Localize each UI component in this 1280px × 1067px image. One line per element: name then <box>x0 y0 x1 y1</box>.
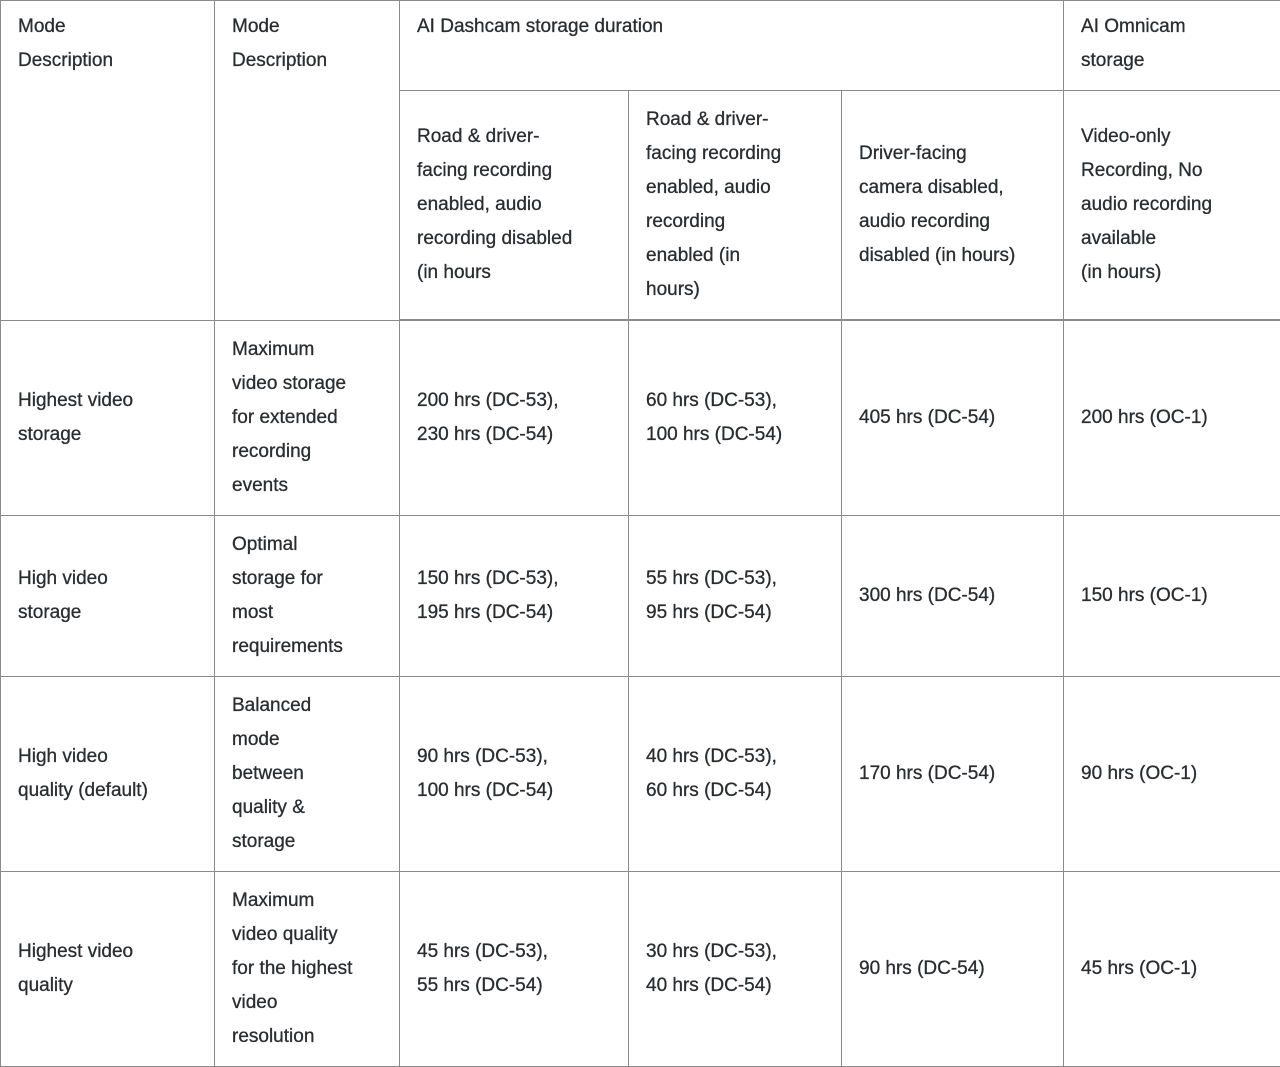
cell-description: Balanced mode between quality & storage <box>215 676 400 871</box>
cell-road-audio-enabled: 40 hrs (DC-53), 60 hrs (DC-54) <box>629 676 842 871</box>
cell-description: Maximum video quality for the highest vi… <box>215 871 400 1066</box>
cell-road-audio-enabled: 30 hrs (DC-53), 40 hrs (DC-54) <box>629 871 842 1066</box>
table-row-highest-video-quality: Highest video quality Maximum video qual… <box>1 871 1280 1066</box>
header-mode-description-2: Mode Description <box>215 1 400 321</box>
cell-road-audio-disabled: 200 hrs (DC-53), 230 hrs (DC-54) <box>400 320 629 515</box>
cell-road-audio-disabled: 90 hrs (DC-53), 100 hrs (DC-54) <box>400 676 629 871</box>
cell-video-only: 90 hrs (OC-1) <box>1064 676 1280 871</box>
header-group-ai-dashcam: AI Dashcam storage duration <box>400 1 1064 91</box>
cell-road-audio-disabled: 150 hrs (DC-53), 195 hrs (DC-54) <box>400 515 629 676</box>
header-mode-description-1: Mode Description <box>1 1 215 321</box>
header-group-ai-omnicam: AI Omnicam storage <box>1064 1 1280 91</box>
cell-mode: High video storage <box>1 515 215 676</box>
table-row-high-video-quality-default: High video quality (default) Balanced mo… <box>1 676 1280 871</box>
cell-driver-cam-disabled: 90 hrs (DC-54) <box>842 871 1064 1066</box>
header-driver-cam-disabled: Driver-facing camera disabled, audio rec… <box>842 91 1064 321</box>
cell-driver-cam-disabled: 300 hrs (DC-54) <box>842 515 1064 676</box>
cell-road-audio-disabled: 45 hrs (DC-53), 55 hrs (DC-54) <box>400 871 629 1066</box>
cell-mode: Highest video storage <box>1 320 215 515</box>
header-road-audio-enabled: Road & driver- facing recording enabled,… <box>629 91 842 321</box>
cell-description: Optimal storage for most requirements <box>215 515 400 676</box>
table-row-highest-video-storage: Highest video storage Maximum video stor… <box>1 320 1280 515</box>
cell-description: Maximum video storage for extended recor… <box>215 320 400 515</box>
cell-mode: High video quality (default) <box>1 676 215 871</box>
table-row-high-video-storage: High video storage Optimal storage for m… <box>1 515 1280 676</box>
cell-mode: Highest video quality <box>1 871 215 1066</box>
cell-video-only: 45 hrs (OC-1) <box>1064 871 1280 1066</box>
header-video-only: Video-only Recording, No audio recording… <box>1064 91 1280 321</box>
storage-duration-page: Mode Description Mode Description AI Das… <box>0 0 1280 1003</box>
cell-video-only: 150 hrs (OC-1) <box>1064 515 1280 676</box>
cell-driver-cam-disabled: 405 hrs (DC-54) <box>842 320 1064 515</box>
cell-driver-cam-disabled: 170 hrs (DC-54) <box>842 676 1064 871</box>
cell-road-audio-enabled: 55 hrs (DC-53), 95 hrs (DC-54) <box>629 515 842 676</box>
cell-road-audio-enabled: 60 hrs (DC-53), 100 hrs (DC-54) <box>629 320 842 515</box>
cell-video-only: 200 hrs (OC-1) <box>1064 320 1280 515</box>
header-road-audio-disabled: Road & driver- facing recording enabled,… <box>400 91 629 321</box>
